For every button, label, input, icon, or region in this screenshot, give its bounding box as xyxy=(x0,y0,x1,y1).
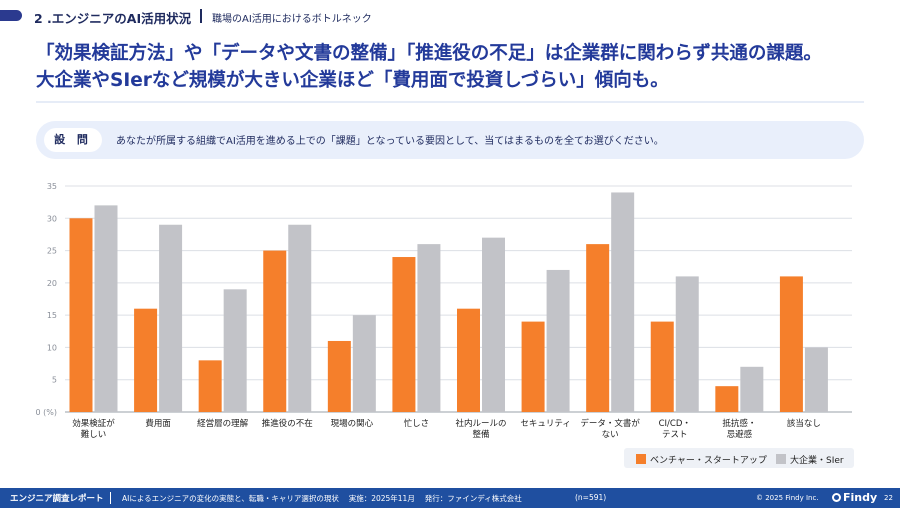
x-tick-label: 経営層の理解 xyxy=(197,418,249,429)
headline: 「効果検証方法」や「データや文書の整備」「推進役の不足」は企業群に関わらず共通の… xyxy=(36,40,876,94)
section-subtitle: 職場のAI活用におけるボトルネック xyxy=(212,14,372,25)
bar-chart: 0 (%) 5 10 15 20 25 30 35 効果検証が難しい 費用面 経営層の理解 推進役の不… xyxy=(36,182,852,440)
findy-logo: Findy xyxy=(832,491,877,504)
bar-venture xyxy=(392,257,416,412)
y-tick-label: 35 xyxy=(47,182,57,191)
y-tick-label: 5 xyxy=(52,376,57,385)
y-tick-label: 10 xyxy=(47,343,57,352)
bar-enterprise xyxy=(740,366,764,412)
x-tick-label: 社内ルールの整備 xyxy=(455,418,506,440)
x-tick-label: 抵抗感・忌避感 xyxy=(722,418,756,440)
question-box: 設 問 あなたが所属する組織でAI活用を進める上での「課題」となっている要因とし… xyxy=(36,121,864,159)
x-tick-label: データ・文書がない xyxy=(580,418,640,440)
section-tag xyxy=(0,10,22,21)
legend-label-venture: ベンチャー・スタートアップ xyxy=(650,456,767,466)
bar-enterprise xyxy=(94,205,118,412)
x-tick-label: 費用面 xyxy=(145,418,171,429)
y-tick-label: 0 (%) xyxy=(36,408,57,417)
bar-enterprise xyxy=(417,244,441,412)
bar-enterprise xyxy=(675,276,699,412)
x-tick-label: CI/CD・テスト xyxy=(659,419,691,440)
bar-venture xyxy=(327,340,351,412)
headline-line-2: 大企業やSIerなど規模が大きい企業ほど「費用面で投資しづらい」傾向も。 xyxy=(36,70,669,91)
bar-venture xyxy=(198,360,222,412)
bar-venture xyxy=(715,386,739,412)
x-tick-label: 推進役の不在 xyxy=(262,418,313,429)
x-tick-label: 効果検証が難しい xyxy=(72,418,115,440)
x-tick-label: 該当なし xyxy=(787,418,821,429)
legend-swatch-venture xyxy=(636,454,646,464)
bar-enterprise xyxy=(611,192,635,412)
findy-logo-icon xyxy=(832,493,841,502)
bar-enterprise xyxy=(288,224,312,412)
headline-divider xyxy=(36,101,864,103)
x-tick-label: 忙しさ xyxy=(404,418,430,429)
question-text: あなたが所属する組織でAI活用を進める上での「課題」となっている要因として、当て… xyxy=(116,136,664,147)
y-tick-label: 15 xyxy=(47,311,57,320)
bar-enterprise xyxy=(482,237,505,412)
bar-venture xyxy=(457,308,480,412)
header-divider xyxy=(200,9,202,23)
footer-copyright: © 2025 Findy Inc. xyxy=(756,494,819,502)
bar-enterprise xyxy=(546,269,570,412)
footer-description: AIによるエンジニアの変化の実態と、転職・キャリア選択の現状 実施：2025年1… xyxy=(122,494,522,503)
bar-enterprise xyxy=(223,289,247,412)
bar-enterprise xyxy=(804,347,828,412)
bar-enterprise xyxy=(352,315,376,412)
bar-venture xyxy=(69,218,93,412)
legend-swatch-enterprise xyxy=(776,454,786,464)
question-label: 設 問 xyxy=(44,128,102,152)
bar-venture xyxy=(521,321,545,412)
bar-venture xyxy=(586,244,610,412)
footer: エンジニア調査レポート AIによるエンジニアの変化の実態と、転職・キャリア選択の… xyxy=(0,488,900,508)
bar-enterprise xyxy=(159,224,183,412)
legend: ベンチャー・スタートアップ 大企業・SIer xyxy=(624,448,854,468)
bar-venture xyxy=(650,321,674,412)
x-tick-label: 現場の関心 xyxy=(331,418,374,429)
legend-label-enterprise: 大企業・SIer xyxy=(790,456,844,466)
bar-venture xyxy=(134,308,158,412)
y-tick-label: 20 xyxy=(47,279,57,288)
page-number: 22 xyxy=(884,494,893,502)
section-title: 2 .エンジニアのAI活用状況 xyxy=(34,11,192,26)
x-tick-label: セキュリティ xyxy=(520,419,571,429)
bar-venture xyxy=(263,250,287,412)
footer-sample-size: (n=591) xyxy=(575,493,607,502)
footer-title: エンジニア調査レポート xyxy=(10,494,104,504)
y-tick-label: 30 xyxy=(47,214,57,223)
headline-line-1: 「効果検証方法」や「データや文書の整備」「推進役の不足」は企業群に関わらず共通の… xyxy=(36,43,822,64)
y-tick-label: 25 xyxy=(47,247,57,256)
bar-venture xyxy=(779,276,803,412)
footer-divider xyxy=(110,492,111,504)
